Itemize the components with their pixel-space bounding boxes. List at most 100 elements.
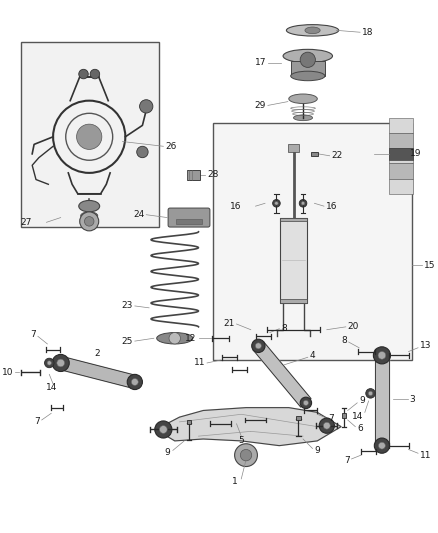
Text: 24: 24: [133, 210, 145, 219]
Ellipse shape: [286, 25, 339, 36]
Bar: [187, 419, 191, 424]
Circle shape: [252, 339, 265, 352]
Polygon shape: [375, 356, 389, 446]
Text: 17: 17: [254, 58, 266, 67]
Circle shape: [57, 359, 64, 367]
Circle shape: [366, 389, 375, 398]
Text: 13: 13: [420, 341, 431, 350]
Circle shape: [299, 199, 307, 207]
Bar: [389, 118, 413, 133]
Text: 10: 10: [2, 368, 13, 377]
Bar: [296, 416, 300, 421]
Text: 11: 11: [194, 359, 205, 367]
Bar: [280, 300, 307, 303]
Circle shape: [140, 100, 153, 113]
Bar: [280, 217, 307, 221]
Circle shape: [378, 351, 386, 359]
Circle shape: [159, 426, 167, 433]
Bar: [291, 61, 325, 76]
Text: 21: 21: [223, 319, 235, 328]
Text: 14: 14: [352, 411, 363, 421]
Text: 12: 12: [185, 334, 197, 343]
Bar: [280, 217, 307, 303]
Circle shape: [155, 421, 172, 438]
Text: 25: 25: [122, 337, 133, 345]
Text: 7: 7: [328, 414, 335, 423]
Polygon shape: [156, 408, 341, 446]
Text: 14: 14: [46, 383, 57, 392]
Bar: [176, 220, 202, 224]
Circle shape: [137, 146, 148, 158]
Ellipse shape: [289, 94, 317, 103]
Text: 9: 9: [359, 397, 365, 406]
Text: 9: 9: [164, 448, 170, 457]
Circle shape: [79, 69, 88, 79]
Text: 23: 23: [122, 302, 133, 310]
Ellipse shape: [291, 71, 325, 80]
Circle shape: [300, 397, 311, 409]
Bar: [213, 123, 412, 360]
Polygon shape: [253, 342, 311, 407]
Circle shape: [368, 391, 373, 395]
Bar: [342, 413, 346, 418]
Text: 8: 8: [341, 336, 347, 345]
Text: 1: 1: [232, 477, 237, 486]
Text: 29: 29: [254, 101, 266, 110]
Polygon shape: [59, 357, 137, 389]
Bar: [389, 148, 413, 164]
Circle shape: [169, 333, 180, 344]
Text: 2: 2: [94, 349, 99, 358]
Text: 5: 5: [238, 437, 244, 446]
Circle shape: [85, 216, 94, 226]
Ellipse shape: [81, 212, 98, 220]
Bar: [311, 151, 318, 156]
Bar: [389, 148, 413, 160]
Ellipse shape: [293, 115, 313, 120]
Ellipse shape: [79, 200, 100, 212]
Circle shape: [131, 378, 138, 385]
Bar: [389, 164, 413, 179]
Text: 18: 18: [362, 28, 374, 37]
Bar: [187, 170, 201, 180]
Bar: [389, 133, 413, 148]
Bar: [288, 144, 299, 152]
Circle shape: [373, 347, 390, 364]
Circle shape: [240, 449, 252, 461]
Circle shape: [45, 358, 54, 368]
Circle shape: [80, 212, 99, 231]
Circle shape: [255, 343, 261, 349]
Text: 16: 16: [326, 201, 337, 211]
Circle shape: [304, 400, 308, 406]
Circle shape: [319, 418, 334, 433]
Circle shape: [301, 201, 305, 205]
Circle shape: [323, 422, 330, 429]
Text: 6: 6: [357, 424, 363, 433]
Circle shape: [374, 438, 389, 453]
Ellipse shape: [283, 50, 332, 63]
Text: 26: 26: [165, 142, 177, 151]
Text: 27: 27: [21, 218, 32, 227]
Circle shape: [47, 361, 51, 365]
Bar: [21, 42, 159, 227]
Text: 7: 7: [34, 417, 40, 426]
FancyBboxPatch shape: [168, 208, 210, 227]
Text: 28: 28: [207, 170, 219, 179]
Bar: [389, 179, 413, 194]
Text: 7: 7: [30, 330, 36, 339]
Circle shape: [275, 201, 278, 205]
Circle shape: [77, 124, 102, 149]
Text: 9: 9: [314, 446, 320, 455]
Text: 4: 4: [310, 351, 315, 360]
Circle shape: [235, 444, 258, 466]
Text: 19: 19: [410, 149, 422, 158]
Circle shape: [127, 374, 142, 390]
Ellipse shape: [157, 333, 193, 344]
Circle shape: [90, 69, 100, 79]
Text: 16: 16: [230, 201, 241, 211]
Text: 7: 7: [344, 456, 350, 465]
Circle shape: [300, 52, 315, 67]
Text: 3: 3: [410, 394, 415, 403]
Circle shape: [378, 442, 385, 449]
Text: 22: 22: [332, 151, 343, 160]
Text: 20: 20: [348, 322, 359, 332]
